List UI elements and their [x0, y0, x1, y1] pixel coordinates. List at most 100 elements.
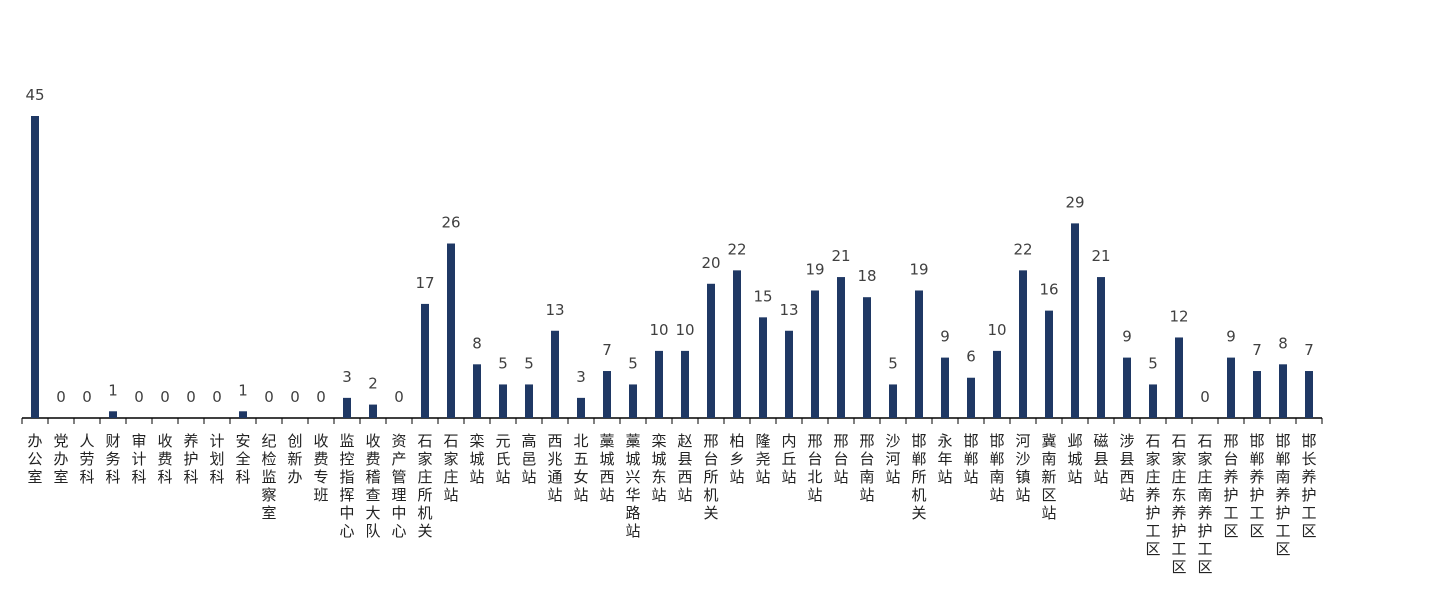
bar [525, 384, 533, 418]
value-label: 1 [108, 381, 118, 399]
value-label: 21 [1091, 247, 1110, 265]
category-labels: 办公室党办室人劳科财务科审计科收费科养护科计划科安全科纪检监察室创新办收费专班监… [27, 432, 1316, 576]
value-label: 26 [441, 214, 460, 232]
value-label: 9 [1122, 328, 1132, 346]
bar [629, 384, 637, 418]
category-label: 赵县西站 [677, 432, 692, 504]
bar [1175, 337, 1183, 418]
bar [707, 283, 715, 418]
value-label: 20 [701, 254, 720, 272]
bar [967, 377, 975, 418]
category-label: 西兆通站 [547, 432, 562, 504]
value-label: 12 [1169, 307, 1188, 325]
bar [343, 397, 351, 418]
value-label: 7 [1252, 341, 1262, 359]
category-label: 沙河站 [885, 432, 900, 486]
category-label: 邯郸南站 [989, 432, 1004, 504]
bar [1123, 357, 1131, 418]
category-label: 冀南新区站 [1041, 432, 1056, 522]
value-label: 10 [987, 321, 1006, 339]
value-label: 0 [212, 388, 222, 406]
value-label: 15 [753, 287, 772, 305]
value-label: 0 [186, 388, 196, 406]
bar [733, 270, 741, 418]
bar [447, 243, 455, 418]
value-label: 10 [649, 321, 668, 339]
bar [811, 290, 819, 418]
category-label: 河沙镇站 [1015, 432, 1030, 504]
category-label: 养护科 [183, 432, 198, 486]
value-label: 7 [602, 341, 612, 359]
category-label: 栾城站 [469, 432, 484, 486]
category-label: 邺城站 [1067, 432, 1082, 486]
value-label: 13 [545, 301, 564, 319]
bar [1149, 384, 1157, 418]
category-label: 邢台南站 [859, 432, 874, 504]
value-label: 8 [472, 334, 482, 352]
bar [785, 330, 793, 418]
value-label: 18 [857, 267, 876, 285]
category-label: 邯郸南养护工区 [1275, 432, 1290, 558]
category-label: 纪检监察室 [261, 432, 276, 522]
bar [889, 384, 897, 418]
bar [239, 411, 247, 418]
category-label: 安全科 [235, 432, 250, 486]
category-label: 隆尧站 [755, 432, 770, 486]
value-label: 45 [25, 86, 44, 104]
value-label: 0 [160, 388, 170, 406]
value-label: 9 [1226, 328, 1236, 346]
category-label: 创新办 [287, 432, 302, 486]
bar [759, 317, 767, 418]
category-label: 内丘站 [781, 432, 796, 486]
category-label: 石家庄南养护工区 [1197, 432, 1212, 576]
category-label: 柏乡站 [729, 432, 744, 486]
bar [993, 350, 1001, 418]
value-label: 5 [1148, 354, 1158, 372]
value-label: 17 [415, 274, 434, 292]
category-label: 石家庄所机关 [417, 432, 432, 540]
bar [1279, 364, 1287, 418]
category-label: 邢台站 [833, 432, 848, 486]
bar [499, 384, 507, 418]
category-label: 办公室 [27, 432, 42, 486]
category-label: 石家庄东养护工区 [1171, 432, 1186, 576]
category-label: 磁县站 [1093, 432, 1108, 486]
category-label: 邢台所机关 [703, 432, 718, 522]
bar [1071, 223, 1079, 418]
bar [421, 303, 429, 418]
value-label: 0 [82, 388, 92, 406]
category-label: 财务科 [105, 432, 120, 486]
bar [1253, 371, 1261, 418]
category-label: 资产管理中心 [391, 432, 406, 540]
category-label: 邯郸站 [963, 432, 978, 486]
value-label: 5 [498, 354, 508, 372]
bar [837, 277, 845, 418]
bar [473, 364, 481, 418]
value-label: 29 [1065, 193, 1084, 211]
value-label: 0 [290, 388, 300, 406]
value-label: 3 [576, 368, 586, 386]
category-label: 审计科 [131, 432, 146, 486]
bar [31, 116, 39, 418]
category-label: 邯郸所机关 [911, 432, 926, 522]
category-label: 邯长养护工区 [1301, 432, 1316, 540]
value-label: 5 [888, 354, 898, 372]
bar [655, 350, 663, 418]
category-label: 高邑站 [521, 432, 536, 486]
bar [915, 290, 923, 418]
category-label: 邢台北站 [807, 432, 822, 504]
bar [1019, 270, 1027, 418]
bar [603, 371, 611, 418]
bar [863, 297, 871, 418]
category-label: 监控指挥中心 [339, 432, 354, 540]
category-label: 永年站 [937, 432, 952, 486]
category-label: 石家庄养护工区 [1145, 432, 1160, 558]
category-label: 栾城东站 [651, 432, 666, 504]
value-label: 19 [909, 260, 928, 278]
value-label: 7 [1304, 341, 1314, 359]
bar [109, 411, 117, 418]
bar [941, 357, 949, 418]
value-label: 6 [966, 348, 976, 366]
